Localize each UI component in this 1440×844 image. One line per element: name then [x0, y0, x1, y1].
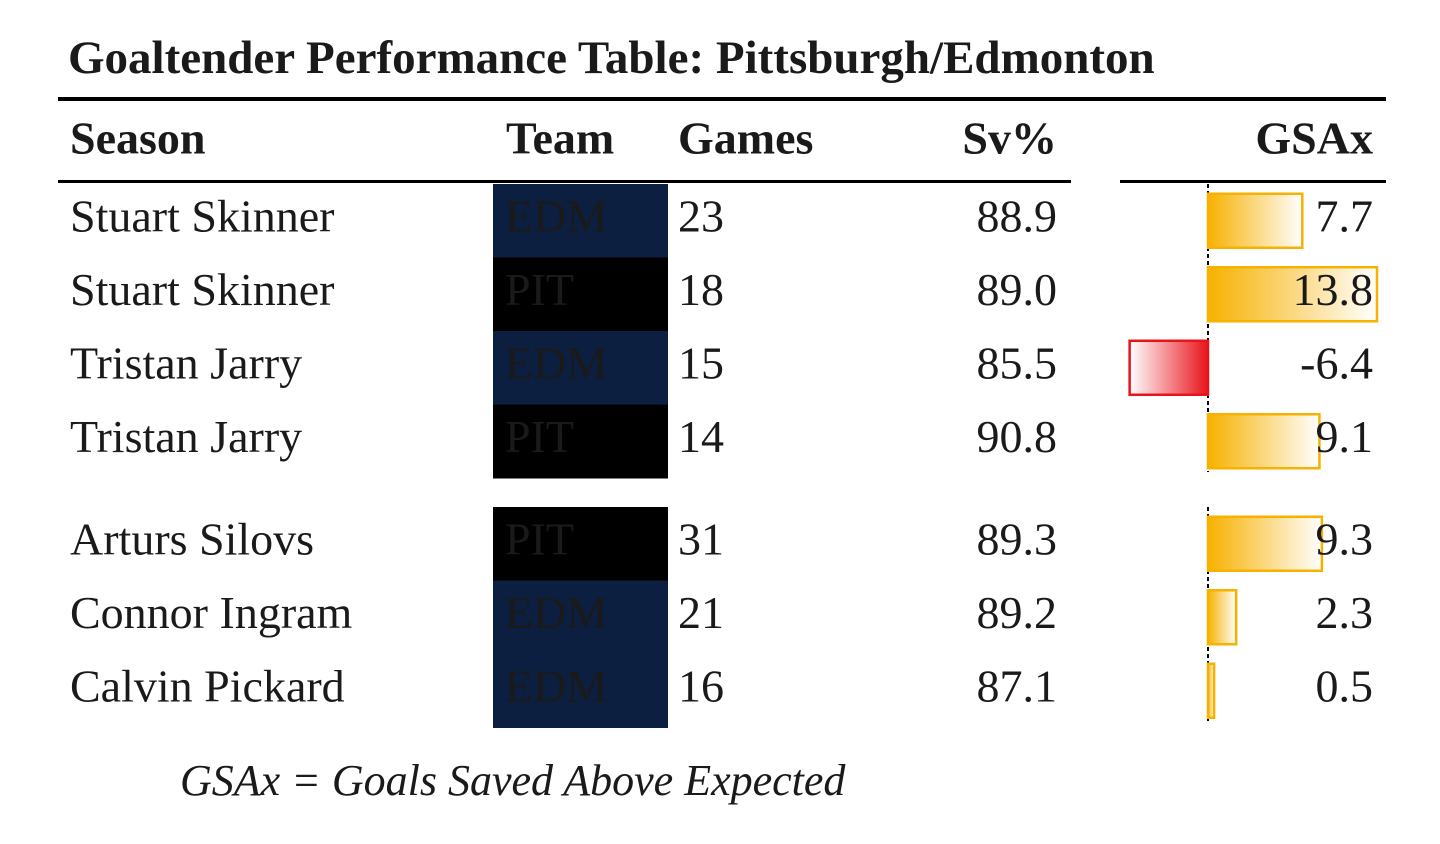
team: PIT	[505, 264, 574, 315]
column-header: Team	[506, 113, 614, 164]
column-header: GSAx	[1255, 113, 1373, 164]
goalie-name: Arturs Silovs	[70, 513, 314, 564]
gsax-bar	[1206, 266, 1379, 323]
save-pct: 87.1	[977, 660, 1058, 711]
games: 21	[678, 587, 724, 638]
team: EDM	[505, 190, 607, 241]
team-cell	[493, 654, 668, 728]
goalie-name: Tristan Jarry	[70, 337, 302, 388]
team: PIT	[505, 513, 574, 564]
gsax: 0.5	[1316, 660, 1374, 711]
goalie-name: Calvin Pickard	[70, 660, 345, 711]
games: 16	[678, 660, 724, 711]
goalie-name: Stuart Skinner	[70, 190, 334, 241]
gsax-bar	[1206, 192, 1304, 249]
team-cell	[493, 404, 668, 479]
games: 31	[678, 513, 724, 564]
gsax-bar	[1128, 339, 1210, 396]
gsax: 7.7	[1316, 190, 1374, 241]
team: EDM	[505, 337, 607, 388]
gsax-bar	[1206, 413, 1321, 470]
gsax-bar	[1206, 515, 1324, 572]
gsax: 13.8	[1293, 264, 1374, 315]
team-cell	[493, 257, 668, 332]
title-rule	[58, 97, 1386, 101]
gsax-bar	[1206, 662, 1216, 719]
column-header: Season	[70, 113, 205, 164]
gsax: 9.3	[1316, 513, 1374, 564]
gsax: -6.4	[1300, 337, 1373, 388]
save-pct: 85.5	[977, 337, 1058, 388]
team-cell	[493, 580, 668, 655]
team-cell	[493, 184, 668, 258]
games: 23	[678, 190, 724, 241]
footnote: GSAx = Goals Saved Above Expected	[180, 756, 846, 805]
games: 15	[678, 337, 724, 388]
goalie-name: Tristan Jarry	[70, 411, 302, 462]
team-cell	[493, 331, 668, 405]
gsax: 2.3	[1316, 587, 1374, 638]
save-pct: 90.8	[977, 411, 1058, 462]
team: EDM	[505, 660, 607, 711]
games: 18	[678, 264, 724, 315]
column-header: Sv%	[962, 113, 1057, 164]
goalie-name: Stuart Skinner	[70, 264, 334, 315]
team: PIT	[505, 411, 574, 462]
games: 14	[678, 411, 724, 462]
header-rule	[1120, 180, 1386, 183]
save-pct: 89.0	[977, 264, 1058, 315]
save-pct: 88.9	[977, 190, 1058, 241]
team: EDM	[505, 587, 607, 638]
save-pct: 89.2	[977, 587, 1058, 638]
header-rule	[58, 180, 1071, 183]
team-cell	[493, 507, 668, 581]
gsax: 9.1	[1316, 411, 1374, 462]
table-title: Goaltender Performance Table: Pittsburgh…	[68, 32, 1155, 84]
gsax-bar	[1206, 589, 1238, 646]
column-header: Games	[678, 113, 813, 164]
save-pct: 89.3	[977, 513, 1058, 564]
goalie-name: Connor Ingram	[70, 587, 353, 638]
